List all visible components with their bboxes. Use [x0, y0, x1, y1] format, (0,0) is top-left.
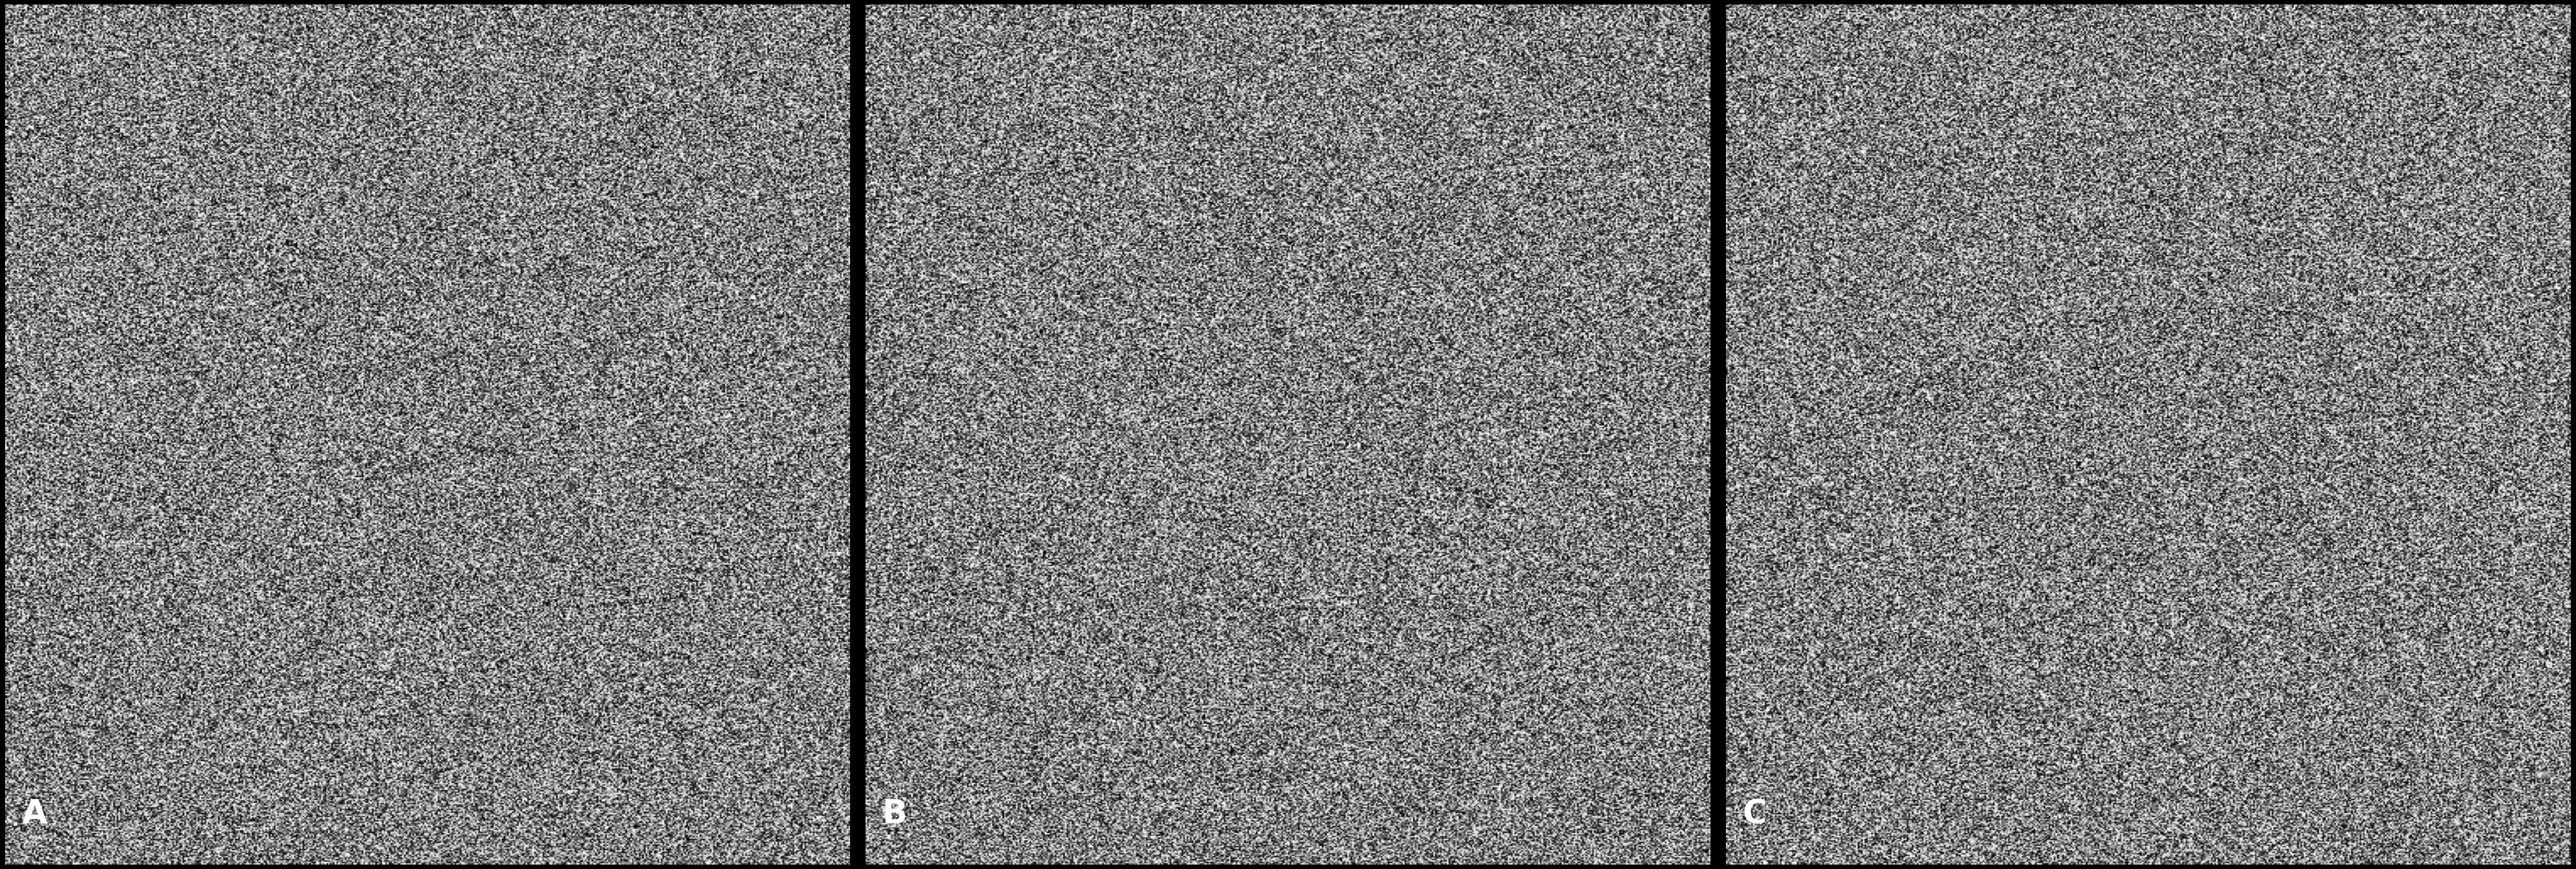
Text: C: C [1744, 799, 1767, 830]
Text: B: B [884, 799, 907, 830]
Text: A: A [23, 799, 46, 830]
